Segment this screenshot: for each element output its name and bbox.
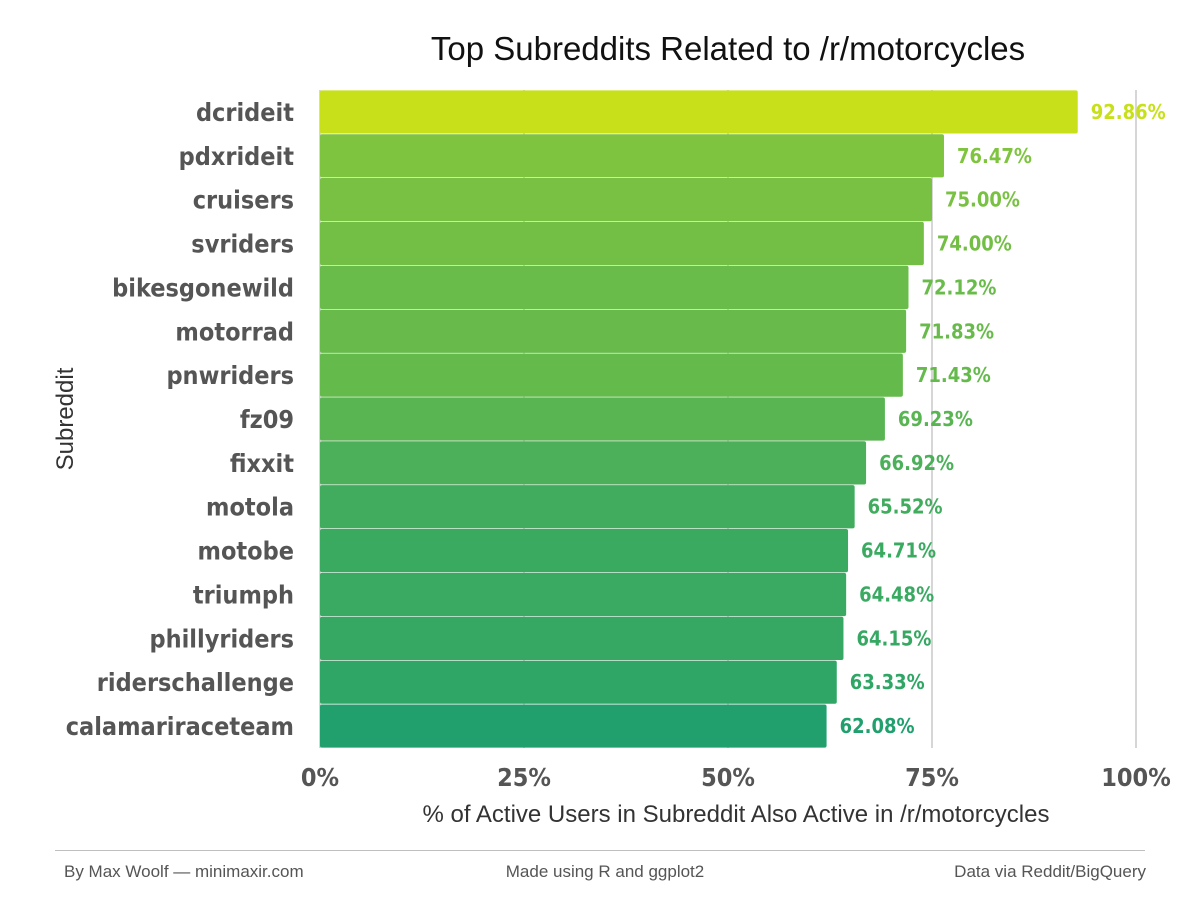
x-axis-title: % of Active Users in Subreddit Also Acti… [423, 801, 1050, 828]
value-label: 76.47% [957, 144, 1032, 168]
value-label: 71.43% [916, 363, 991, 387]
x-tick-label: 25% [497, 763, 551, 792]
bar [320, 353, 903, 397]
footer-divider [55, 850, 1145, 851]
x-tick-label: 100% [1101, 763, 1170, 792]
bar [320, 178, 932, 222]
category-label: riderschallenge [97, 668, 294, 697]
bar [320, 90, 1078, 134]
x-tick-label: 50% [701, 763, 755, 792]
value-label: 64.48% [859, 582, 934, 606]
category-label: cruisers [193, 186, 294, 215]
value-label: 92.86% [1091, 100, 1166, 124]
category-label: triumph [193, 580, 294, 609]
value-label: 66.92% [879, 451, 954, 475]
value-label: 64.15% [856, 626, 931, 650]
footer-credit: By Max Woolf — minimaxir.com [64, 862, 304, 881]
category-label: calamariraceteam [66, 712, 294, 741]
bar [320, 572, 847, 617]
footer-source: Data via Reddit/BigQuery [954, 862, 1146, 881]
footer-tool: Made using R and ggplot2 [505, 862, 705, 881]
category-label: motorrad [175, 317, 294, 346]
category-label: pnwriders [166, 361, 294, 390]
bar [320, 528, 849, 573]
bar [320, 309, 907, 353]
value-label: 75.00% [945, 188, 1020, 212]
y-axis-title: Subreddit [52, 367, 79, 470]
bar [320, 265, 909, 310]
value-label: 65.52% [868, 495, 943, 519]
value-label: 72.12% [921, 275, 996, 299]
bar [320, 616, 844, 660]
x-tick-label: 0% [301, 763, 339, 792]
value-label: 63.33% [850, 670, 925, 694]
category-label: phillyriders [149, 624, 294, 653]
category-label: motola [206, 493, 294, 522]
category-label: motobe [198, 537, 294, 566]
bar [320, 134, 944, 178]
value-label: 69.23% [898, 407, 973, 431]
category-label: fixxit [230, 449, 294, 478]
bar [320, 704, 827, 748]
value-label: 62.08% [840, 714, 915, 738]
category-label: dcrideit [196, 98, 294, 127]
bar [320, 441, 867, 485]
bar [320, 397, 885, 441]
chart-title: Top Subreddits Related to /r/motorcycles [430, 30, 1026, 67]
bar [320, 221, 924, 266]
value-label: 71.83% [919, 319, 994, 343]
value-label: 64.71% [861, 539, 936, 563]
x-tick-label: 75% [905, 763, 959, 792]
category-label: bikesgonewild [112, 273, 294, 302]
category-label: fz09 [240, 405, 294, 434]
bar [320, 660, 837, 704]
bar [320, 485, 855, 529]
category-label: svriders [191, 230, 294, 259]
value-label: 74.00% [937, 232, 1012, 256]
category-label: pdxrideit [179, 142, 295, 171]
